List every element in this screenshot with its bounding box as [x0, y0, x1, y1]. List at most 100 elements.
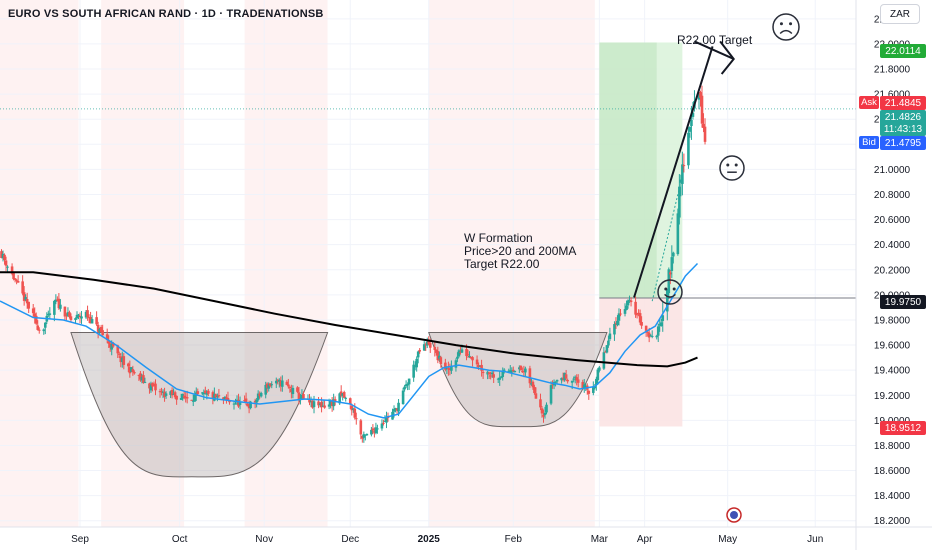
smile-face-icon-mouth: [664, 293, 676, 298]
candle-body: [133, 372, 136, 374]
candle-body: [670, 257, 674, 271]
candle-body: [99, 326, 103, 333]
candle-body: [207, 390, 210, 394]
candle-body: [317, 401, 320, 406]
candle-body: [320, 401, 323, 408]
candle-body: [672, 252, 675, 257]
candle-body: [172, 393, 175, 395]
candle-body: [323, 405, 326, 408]
candle-body: [296, 387, 299, 392]
session-shading: [428, 0, 595, 527]
candle-body: [605, 345, 609, 353]
candle-body: [415, 358, 418, 368]
candle-body: [259, 392, 263, 397]
candle-body: [444, 362, 447, 370]
candle-body: [596, 369, 600, 381]
candle-body: [59, 304, 62, 309]
y-tick-label: 19.2000: [874, 391, 911, 402]
candle-body: [457, 350, 461, 357]
candle-body: [564, 374, 568, 379]
candle-body: [560, 377, 563, 381]
candle-body: [524, 368, 527, 373]
candle-body: [448, 368, 452, 371]
candle-body: [160, 391, 163, 393]
candle-body: [105, 334, 109, 340]
bid-tag: Bid: [859, 136, 879, 149]
candle-body: [422, 344, 426, 351]
candle-body: [196, 391, 200, 394]
candle-body: [68, 312, 71, 317]
candle-body: [34, 315, 38, 324]
y-tick-label: 20.6000: [874, 215, 911, 226]
candle-body: [6, 266, 9, 268]
candle-body: [268, 383, 272, 387]
candle-body: [148, 383, 151, 389]
candle-body: [66, 312, 70, 317]
candle-body: [465, 349, 468, 357]
candle-body: [531, 381, 535, 388]
candle-body: [592, 386, 595, 393]
candle-body: [253, 400, 257, 403]
candle-body: [297, 392, 301, 400]
candle-body: [43, 322, 47, 328]
candle-body: [539, 399, 542, 408]
currency-button[interactable]: ZAR: [880, 4, 920, 24]
candle-body: [521, 371, 524, 373]
candle-body: [222, 397, 225, 400]
ma20-line: [0, 262, 699, 419]
candle-body: [217, 395, 221, 397]
y-tick-label: 18.2000: [874, 516, 911, 527]
candle-body: [265, 383, 269, 388]
candle-body: [338, 393, 341, 404]
target-price-badge: 22.0114: [880, 44, 926, 58]
candle-body: [613, 324, 616, 335]
target-arrow-line: [694, 40, 735, 60]
candle-body: [700, 95, 704, 124]
candle-body: [394, 408, 397, 411]
candle-body: [542, 415, 545, 417]
candle-body: [56, 299, 59, 301]
candle-body: [276, 379, 280, 381]
candle-body: [489, 375, 492, 377]
candle-body: [436, 351, 440, 361]
candle-body: [0, 251, 3, 258]
candle-body: [439, 357, 443, 364]
candle-body: [640, 322, 643, 326]
candle-body: [628, 300, 631, 302]
neutral-face-icon-eye: [726, 163, 730, 167]
candle-body: [341, 393, 345, 396]
candle-body: [533, 386, 536, 394]
session-shading: [184, 0, 245, 527]
candle-body: [486, 371, 489, 375]
candle-body: [312, 401, 316, 408]
candle-body: [175, 395, 178, 400]
candle-body: [626, 300, 630, 306]
candle-body: [169, 391, 172, 395]
candle-body: [528, 368, 532, 384]
last-price-badge: 21.4826: [880, 110, 926, 124]
candle-body: [87, 317, 91, 319]
candle-body: [255, 399, 258, 403]
y-tick-label: 19.8000: [874, 315, 911, 326]
candle-body: [401, 390, 405, 405]
candle-body: [382, 422, 385, 424]
candle-body: [661, 315, 665, 321]
candle-body: [116, 345, 120, 354]
candle-body: [256, 393, 260, 400]
candle-body: [128, 367, 132, 374]
candle-body: [477, 365, 480, 367]
chart-title: EURO VS SOUTH AFRICAN RAND · 1D · TRADEN…: [8, 8, 324, 20]
candle-body: [690, 119, 693, 126]
candle-body: [445, 368, 449, 370]
x-tick-label: Nov: [255, 534, 273, 545]
candle-body: [264, 384, 268, 395]
candle-body: [191, 400, 195, 402]
candle-body: [501, 370, 505, 377]
candle-body: [302, 393, 305, 399]
x-tick-label: Apr: [637, 534, 653, 545]
y-tick-label: 18.4000: [874, 491, 911, 502]
candle-body: [163, 391, 166, 398]
candle-body: [333, 399, 337, 402]
candle-body: [223, 396, 227, 399]
